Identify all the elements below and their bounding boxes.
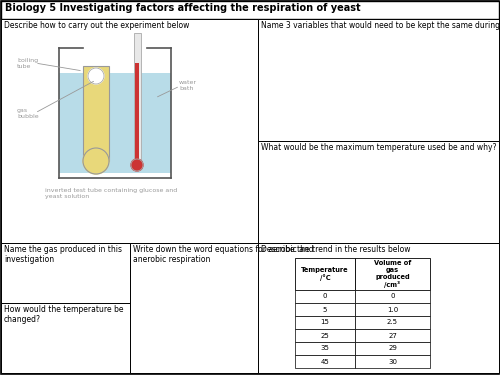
Bar (295, 258, 355, 290)
Text: Describe the trend in the results below: Describe the trend in the results below (261, 245, 410, 254)
Text: 0: 0 (323, 294, 327, 300)
Text: Volume of
gas
produced
/cm³: Volume of gas produced /cm³ (374, 260, 411, 288)
Bar (59, 73, 171, 173)
Text: Temperature
/°C: Temperature /°C (301, 267, 349, 281)
Bar (1, 303, 130, 373)
Bar (258, 243, 499, 373)
Text: 45: 45 (320, 358, 330, 364)
Bar (355, 355, 430, 368)
Text: 29: 29 (388, 345, 397, 351)
Bar (1, 1, 499, 19)
Text: Describe how to carry out the experiment below: Describe how to carry out the experiment… (4, 21, 190, 30)
Circle shape (83, 148, 109, 174)
Bar (295, 342, 355, 355)
Text: Write down the word equations for aerobic and
anerobic respiration: Write down the word equations for aerobi… (133, 245, 314, 264)
Text: How would the temperature be
changed?: How would the temperature be changed? (4, 305, 124, 324)
Bar (130, 243, 258, 373)
Text: What would be the maximum temperature used be and why?: What would be the maximum temperature us… (261, 143, 496, 152)
Circle shape (131, 159, 143, 171)
Bar (295, 355, 355, 368)
Bar (355, 342, 430, 355)
Bar (1, 243, 130, 303)
Circle shape (88, 68, 104, 84)
Bar (295, 316, 355, 329)
Text: 2.5: 2.5 (387, 320, 398, 326)
Bar (355, 258, 430, 290)
Text: Name 3 variables that would need to be kept the same during this experiment: Name 3 variables that would need to be k… (261, 21, 500, 30)
Text: 15: 15 (320, 320, 330, 326)
Text: 25: 25 (320, 333, 330, 339)
Text: boiling
tube: boiling tube (17, 58, 38, 69)
Bar (355, 290, 430, 303)
Text: water
bath: water bath (179, 80, 197, 91)
Bar (135, 63, 139, 162)
Bar (355, 316, 430, 329)
Text: 0: 0 (390, 294, 395, 300)
Text: gas
bubble: gas bubble (17, 108, 38, 119)
Bar (1, 19, 258, 243)
Text: Name the gas produced in this
investigation: Name the gas produced in this investigat… (4, 245, 122, 264)
Bar (83, 66, 109, 161)
Bar (258, 19, 499, 141)
Bar (295, 290, 355, 303)
Text: 5: 5 (323, 306, 327, 312)
Text: 27: 27 (388, 333, 397, 339)
Text: 30: 30 (388, 358, 397, 364)
Bar (295, 303, 355, 316)
Text: Biology 5 Investigating factors affecting the respiration of yeast: Biology 5 Investigating factors affectin… (5, 3, 360, 13)
Text: 35: 35 (320, 345, 330, 351)
Bar (295, 329, 355, 342)
Bar (258, 141, 499, 243)
Bar (355, 329, 430, 342)
Bar (134, 33, 141, 162)
Text: 1.0: 1.0 (387, 306, 398, 312)
Text: inverted test tube containing glucose and
yeast solution: inverted test tube containing glucose an… (45, 188, 177, 199)
Bar (355, 303, 430, 316)
